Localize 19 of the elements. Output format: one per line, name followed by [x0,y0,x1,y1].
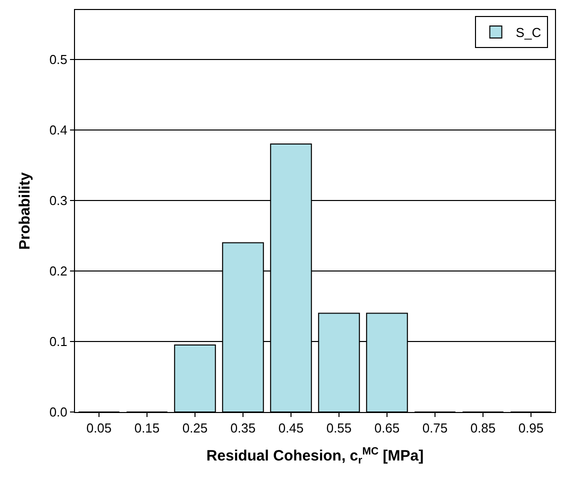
x-tick-label: 0.95 [518,420,544,436]
x-tick-label: 0.45 [278,420,304,436]
x-tick-label: 0.65 [374,420,400,436]
x-tick-label: 0.85 [470,420,496,436]
x-tick-label: 0.35 [230,420,256,436]
y-tick-label: 0.3 [49,192,68,208]
x-tick-label: 0.75 [422,420,448,436]
x-axis-title: Residual Cohesion, c$_{r}$$^{MC}$ [MPa] [206,445,424,467]
y-tick-label: 0.0 [49,404,68,420]
legend-label: S_C [516,25,542,40]
y-tick-label: 0.2 [49,264,68,278]
x-tick-label: 0.15 [134,420,160,436]
x-tick-label: 0.25 [182,420,208,436]
y-tick-label: 0.1 [49,334,68,350]
y-axis-title: Probability [16,172,34,250]
x-tick-label: 0.55 [326,420,352,436]
y-tick-label: 0.4 [49,122,68,138]
x-tick-label: 0.05 [86,420,112,436]
y-tick-label: 0.5 [49,52,68,67]
